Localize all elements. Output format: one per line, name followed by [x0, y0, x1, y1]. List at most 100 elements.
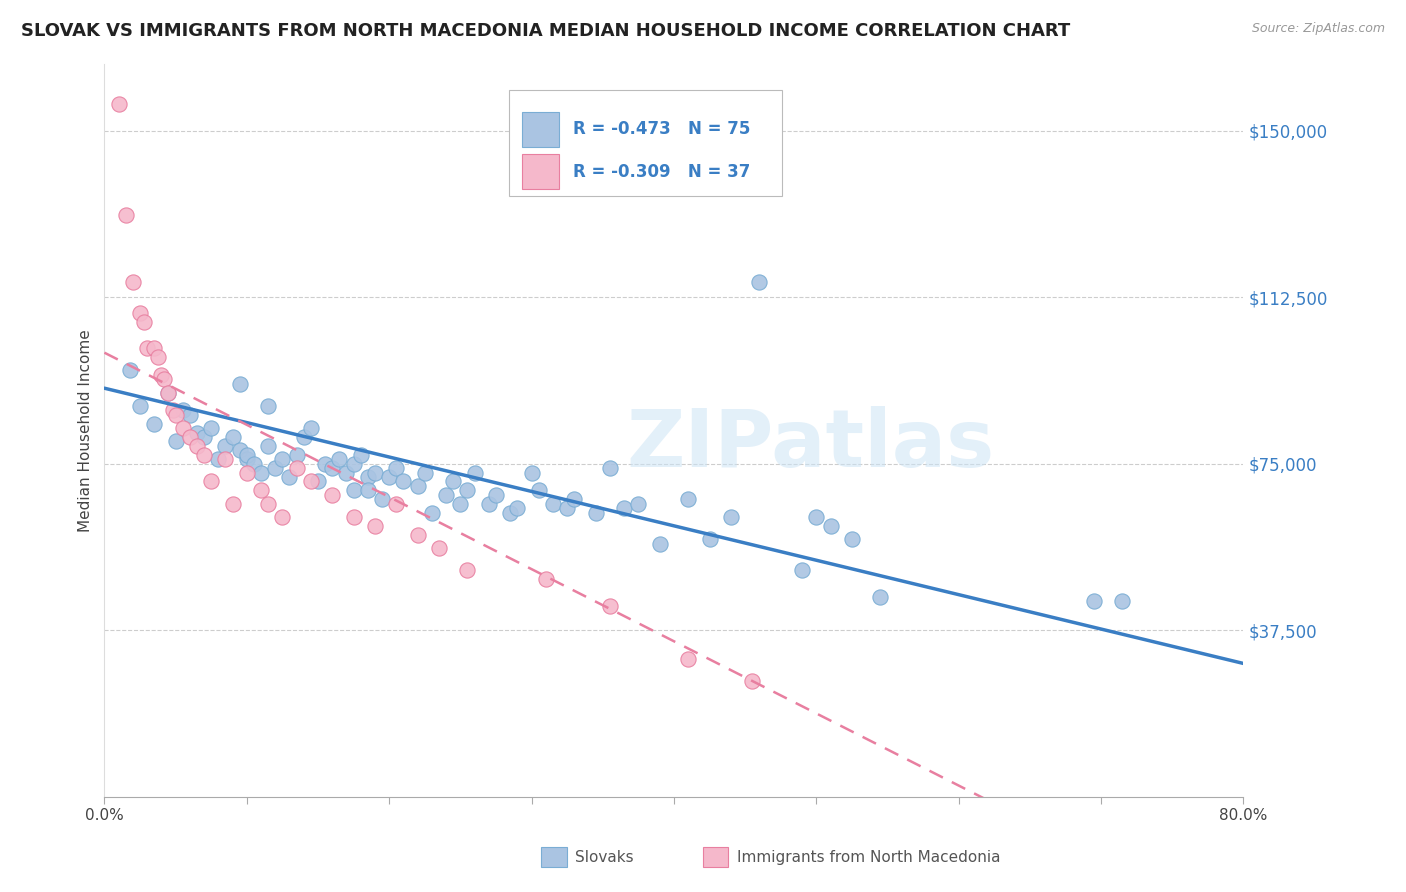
Y-axis label: Median Household Income: Median Household Income [79, 329, 93, 532]
Point [406, 527, 429, 541]
Point [790, 563, 813, 577]
Point [179, 430, 201, 444]
Point [285, 448, 308, 462]
Point [869, 590, 891, 604]
Point [271, 510, 294, 524]
Point [278, 470, 301, 484]
Point [186, 425, 208, 440]
Point [172, 403, 194, 417]
Point [307, 475, 329, 489]
Point [321, 488, 343, 502]
Point [186, 439, 208, 453]
Point [599, 461, 621, 475]
Point [464, 466, 486, 480]
Point [271, 452, 294, 467]
Point [148, 350, 170, 364]
Point [364, 466, 387, 480]
Point [371, 492, 394, 507]
Point [1111, 594, 1133, 608]
Point [299, 475, 322, 489]
Point [134, 315, 156, 329]
Point [136, 341, 159, 355]
Point [200, 475, 222, 489]
Point [193, 448, 215, 462]
Text: Slovaks: Slovaks [575, 850, 634, 864]
Point [648, 536, 671, 550]
Point [841, 532, 863, 546]
Point [499, 506, 522, 520]
Point [357, 470, 380, 484]
Point [250, 466, 273, 480]
Point [627, 497, 650, 511]
Text: R = -0.309   N = 37: R = -0.309 N = 37 [572, 162, 749, 181]
Point [413, 466, 436, 480]
Point [720, 510, 742, 524]
Point [449, 497, 471, 511]
Point [118, 363, 141, 377]
Point [114, 208, 136, 222]
Point [1083, 594, 1105, 608]
Point [434, 488, 457, 502]
Point [342, 510, 364, 524]
Point [342, 483, 364, 498]
Point [157, 385, 180, 400]
Point [200, 421, 222, 435]
Point [299, 421, 322, 435]
FancyBboxPatch shape [509, 90, 782, 196]
Point [250, 483, 273, 498]
Point [143, 341, 166, 355]
Text: Source: ZipAtlas.com: Source: ZipAtlas.com [1251, 22, 1385, 36]
Point [585, 506, 607, 520]
Point [699, 532, 721, 546]
Point [520, 466, 543, 480]
Point [107, 97, 129, 112]
Text: Immigrants from North Macedonia: Immigrants from North Macedonia [737, 850, 1000, 864]
Point [456, 483, 478, 498]
Point [236, 466, 259, 480]
Point [228, 443, 250, 458]
Point [236, 448, 259, 462]
Point [613, 501, 636, 516]
Point [236, 452, 259, 467]
Text: ZIPatlas: ZIPatlas [627, 406, 995, 484]
Point [221, 430, 243, 444]
Point [385, 461, 408, 475]
Point [485, 488, 508, 502]
Point [129, 306, 152, 320]
Point [193, 430, 215, 444]
Point [406, 479, 429, 493]
Text: SLOVAK VS IMMIGRANTS FROM NORTH MACEDONIA MEDIAN HOUSEHOLD INCOME CORRELATION CH: SLOVAK VS IMMIGRANTS FROM NORTH MACEDONI… [21, 22, 1070, 40]
Point [257, 439, 280, 453]
Point [150, 368, 173, 382]
Point [806, 510, 828, 524]
Point [321, 461, 343, 475]
Bar [523, 112, 560, 147]
Text: R = -0.473   N = 75: R = -0.473 N = 75 [572, 120, 749, 138]
Point [378, 470, 401, 484]
Point [427, 541, 450, 555]
Point [478, 497, 501, 511]
Point [820, 518, 842, 533]
Point [214, 452, 236, 467]
Point [541, 497, 564, 511]
Point [292, 430, 315, 444]
Point [676, 492, 699, 507]
Point [534, 572, 557, 586]
Point [506, 501, 529, 516]
Point [328, 452, 350, 467]
Point [285, 461, 308, 475]
Point [264, 461, 287, 475]
Point [172, 421, 194, 435]
Point [129, 399, 152, 413]
Point [157, 385, 180, 400]
Point [165, 434, 187, 449]
Point [741, 674, 763, 689]
Point [153, 372, 176, 386]
Point [214, 439, 236, 453]
Point [207, 452, 229, 467]
Point [599, 599, 621, 613]
Bar [523, 154, 560, 189]
Point [420, 506, 443, 520]
Point [162, 403, 184, 417]
Point [143, 417, 166, 431]
